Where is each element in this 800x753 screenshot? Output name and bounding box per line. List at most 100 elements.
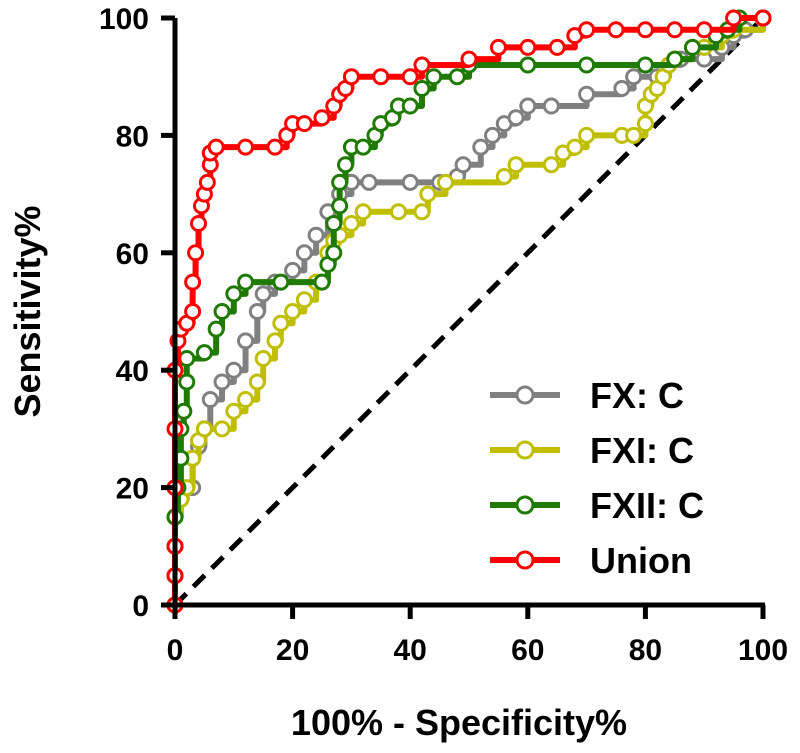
data-point-fxii-c bbox=[175, 402, 193, 420]
data-point-union bbox=[237, 138, 255, 156]
data-point-union bbox=[666, 21, 684, 39]
data-point-fxii-c bbox=[331, 197, 349, 215]
data-point-fxi-c bbox=[413, 203, 431, 221]
data-point-union bbox=[725, 9, 743, 27]
reference-line-layer bbox=[173, 16, 765, 607]
legend-label: FXII: C bbox=[590, 485, 704, 526]
data-point-fx-c bbox=[472, 138, 490, 156]
data-point-fxii-c bbox=[666, 50, 684, 68]
data-point-union bbox=[578, 21, 596, 39]
data-point-union bbox=[313, 109, 331, 127]
data-point-union bbox=[184, 273, 202, 291]
legend-marker bbox=[515, 440, 535, 460]
x-tick-label: 100 bbox=[738, 634, 788, 667]
data-point-fxi-c bbox=[237, 391, 255, 409]
data-point-fxi-c bbox=[495, 167, 513, 185]
data-point-fxii-c bbox=[195, 344, 213, 362]
data-point-fxi-c bbox=[284, 303, 302, 320]
data-point-fxii-c bbox=[237, 273, 255, 291]
x-axis-title: 100% - Specificity% bbox=[291, 702, 627, 743]
data-point-fxii-c bbox=[354, 138, 372, 156]
data-point-fx-c bbox=[360, 173, 378, 191]
data-point-union bbox=[401, 68, 419, 86]
data-point-fx-c bbox=[542, 97, 560, 115]
y-axis-title: Sensitivity% bbox=[7, 205, 48, 417]
reference-diagonal-line bbox=[173, 16, 765, 607]
data-point-fx-c bbox=[254, 285, 272, 303]
data-point-fx-c bbox=[484, 126, 502, 144]
data-point-fx-c bbox=[284, 261, 302, 279]
data-point-fxii-c bbox=[578, 56, 596, 74]
y-tick-label: 100 bbox=[99, 3, 149, 36]
data-point-union bbox=[184, 303, 202, 320]
data-point-fxii-c bbox=[272, 273, 290, 291]
data-point-fxi-c bbox=[354, 203, 372, 221]
legend-marker bbox=[515, 495, 535, 515]
x-tick-label: 20 bbox=[276, 634, 309, 667]
data-point-fxi-c bbox=[578, 126, 596, 144]
data-point-fxi-c bbox=[389, 203, 407, 221]
data-point-fxii-c bbox=[213, 303, 231, 320]
data-point-union bbox=[266, 138, 284, 156]
data-point-fxii-c bbox=[401, 97, 419, 115]
data-point-union bbox=[190, 214, 208, 232]
data-point-fxii-c bbox=[636, 56, 654, 74]
data-point-fx-c bbox=[613, 79, 631, 97]
data-point-fxii-c bbox=[313, 273, 331, 291]
legend-label: FXI: C bbox=[590, 430, 694, 471]
legend: FX: C FXI: C FXII: C Union bbox=[490, 375, 704, 581]
data-point-fx-c bbox=[401, 173, 419, 191]
data-point-fxi-c bbox=[636, 115, 654, 133]
legend-label: Union bbox=[590, 540, 692, 581]
data-point-fxi-c bbox=[342, 214, 360, 232]
data-point-fxi-c bbox=[542, 156, 560, 174]
data-point-fxii-c bbox=[325, 214, 343, 232]
data-point-fx-c bbox=[578, 85, 596, 103]
data-point-fxii-c bbox=[207, 320, 225, 338]
data-point-union bbox=[460, 50, 478, 68]
x-tick-label: 80 bbox=[629, 634, 662, 667]
data-point-fxii-c bbox=[178, 349, 196, 367]
data-point-fxi-c bbox=[566, 138, 584, 156]
x-tick-label: 0 bbox=[167, 634, 184, 667]
data-point-fxii-c bbox=[331, 173, 349, 191]
data-point-fxi-c bbox=[507, 156, 525, 174]
data-point-fx-c bbox=[507, 109, 525, 127]
data-point-fx-c bbox=[237, 332, 255, 350]
data-point-fxii-c bbox=[178, 373, 196, 391]
data-point-union bbox=[372, 68, 390, 86]
data-point-fx-c bbox=[201, 391, 219, 409]
data-point-fx-c bbox=[295, 244, 313, 262]
legend-item-fxi-c: FXI: C bbox=[490, 430, 694, 471]
data-point-fx-c bbox=[454, 156, 472, 174]
data-point-fxi-c bbox=[436, 173, 454, 191]
x-tick-label: 40 bbox=[394, 634, 427, 667]
x-tick-label: 60 bbox=[511, 634, 544, 667]
data-point-fx-c bbox=[248, 303, 266, 320]
axes-layer bbox=[172, 18, 765, 608]
data-point-union bbox=[607, 21, 625, 39]
data-point-fx-c bbox=[225, 361, 243, 379]
data-point-fxii-c bbox=[448, 68, 466, 86]
data-point-fx-c bbox=[307, 226, 325, 244]
data-point-fxii-c bbox=[683, 38, 701, 56]
legend-marker bbox=[515, 385, 535, 405]
legend-marker bbox=[515, 550, 535, 570]
y-tick-label: 60 bbox=[116, 238, 149, 271]
data-point-fxi-c bbox=[225, 402, 243, 420]
data-point-union bbox=[207, 138, 225, 156]
data-point-fxii-c bbox=[337, 156, 355, 174]
data-point-fxi-c bbox=[254, 349, 272, 367]
data-point-fxi-c bbox=[195, 420, 213, 438]
data-point-union bbox=[754, 9, 772, 27]
data-point-fxi-c bbox=[625, 126, 643, 144]
data-point-union bbox=[413, 56, 431, 74]
data-point-fxi-c bbox=[248, 373, 266, 391]
data-point-fxii-c bbox=[225, 285, 243, 303]
y-tick-label: 0 bbox=[132, 590, 149, 623]
ticks-layer: 0 20 40 60 80 100 0 20 40 60 80 100 bbox=[99, 3, 788, 667]
data-point-union bbox=[342, 68, 360, 86]
data-point-fxi-c bbox=[295, 291, 313, 309]
series-layer bbox=[166, 9, 772, 614]
